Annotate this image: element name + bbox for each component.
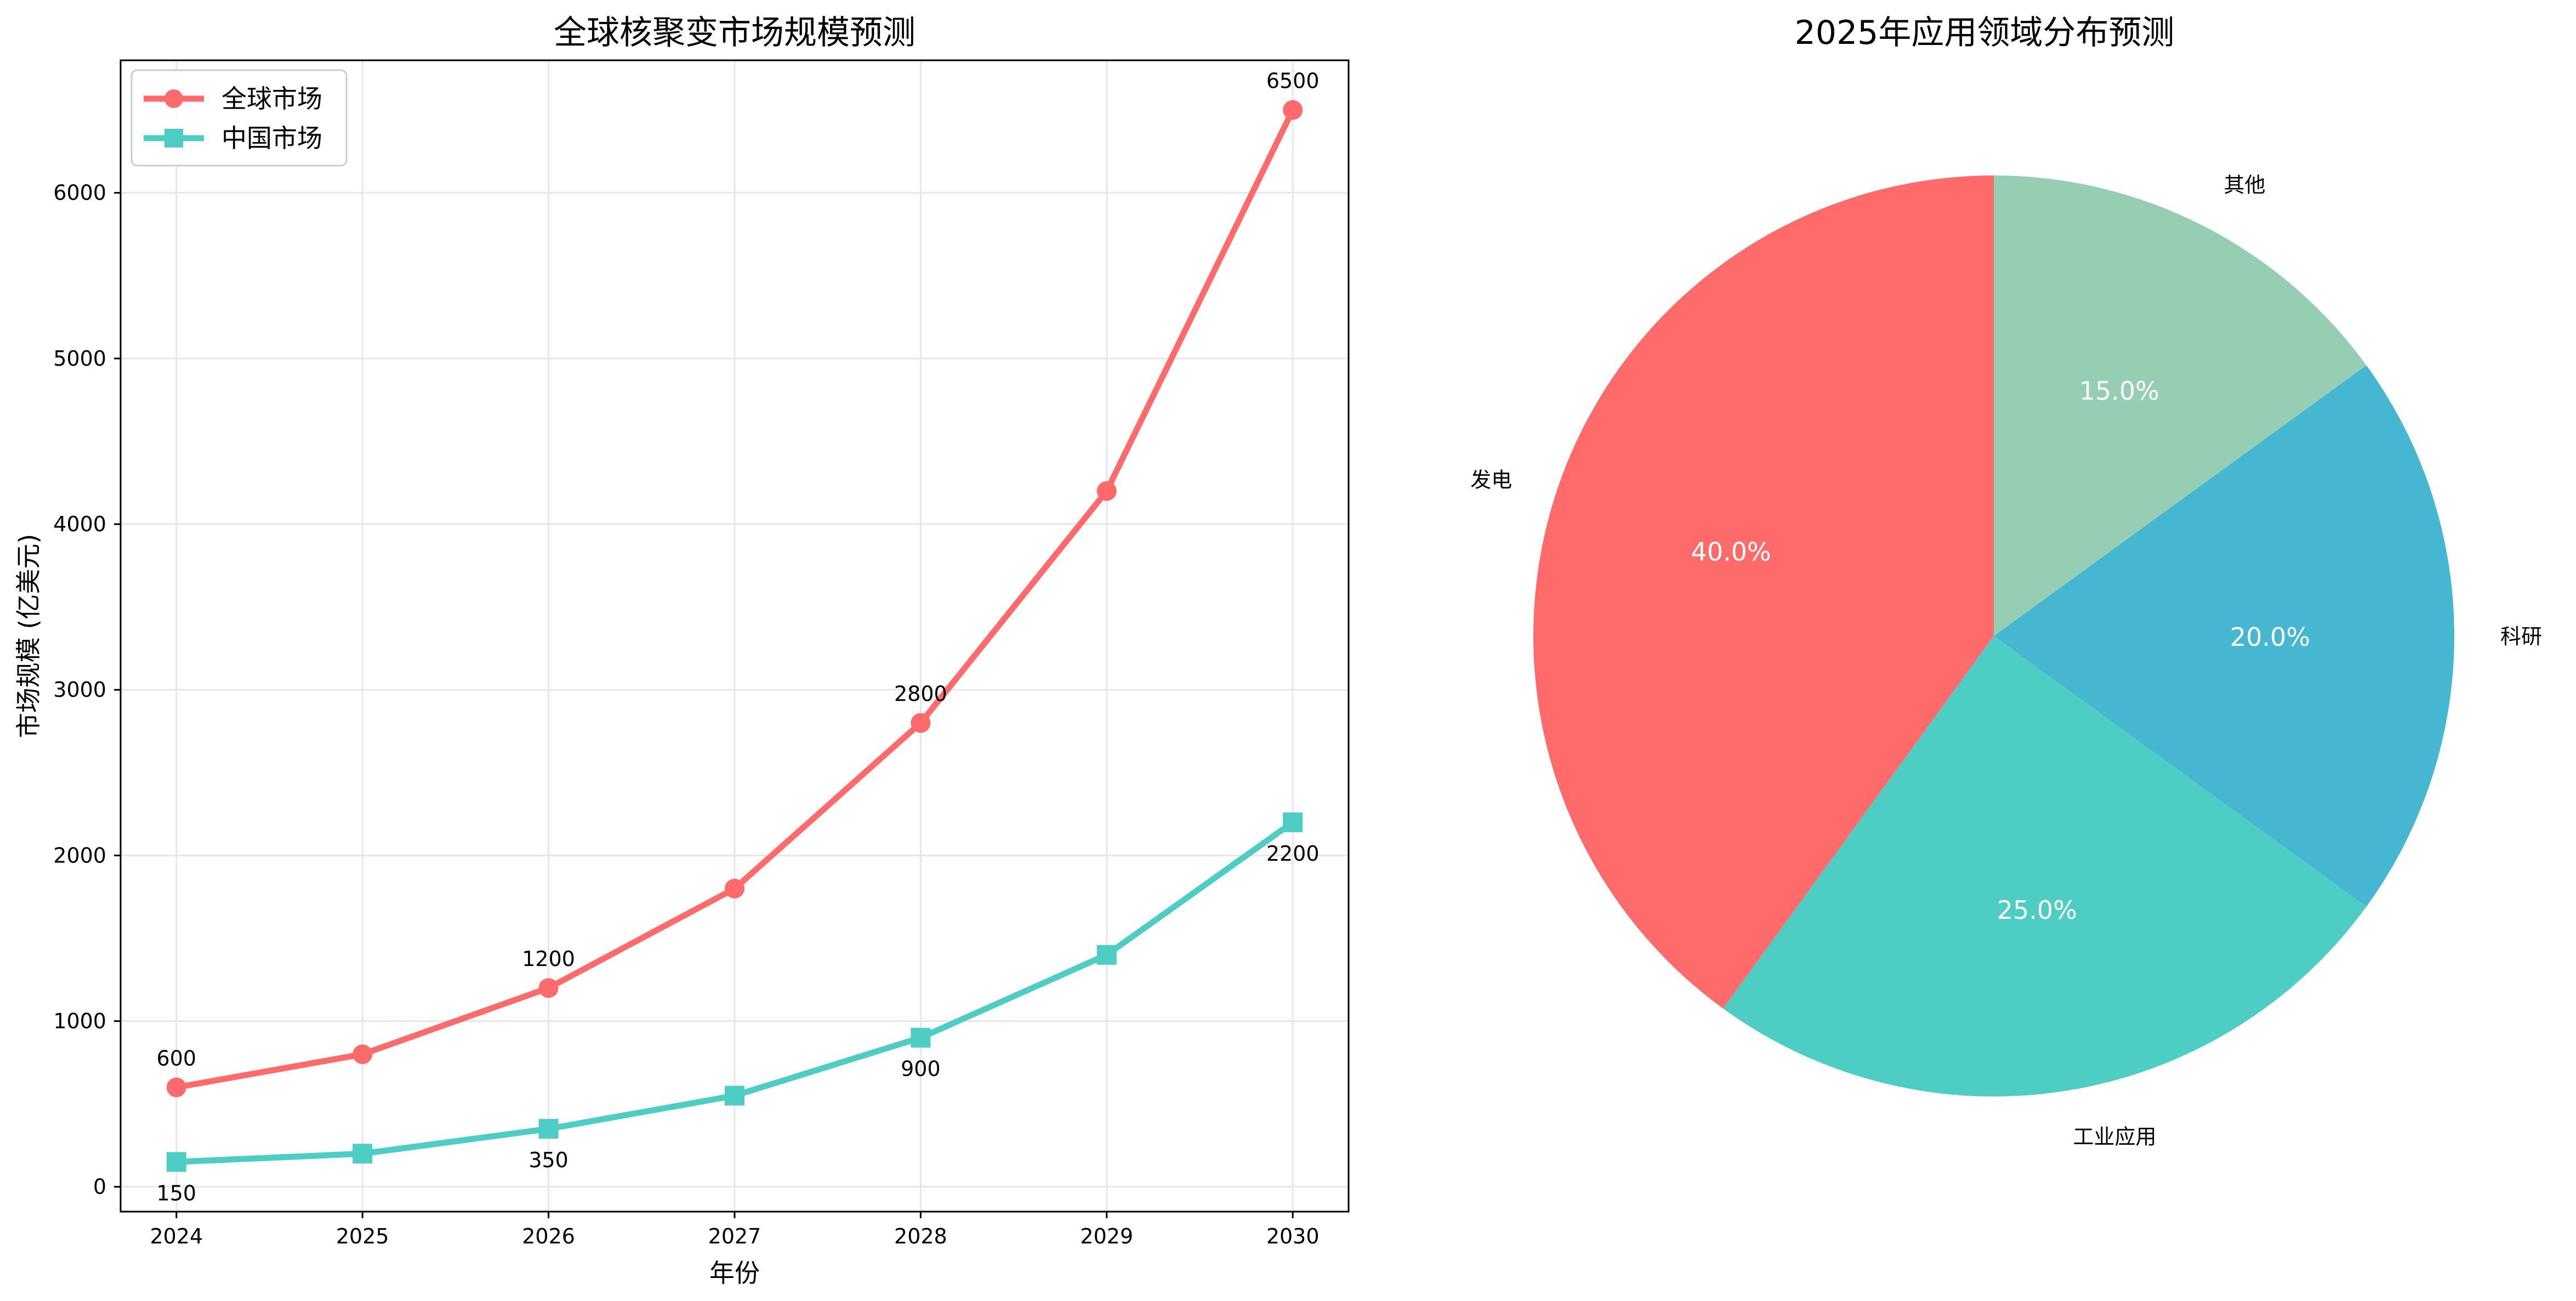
y-tick-label: 1000 (53, 1009, 106, 1033)
data-point (166, 1077, 186, 1098)
x-tick-label: 2025 (336, 1224, 389, 1248)
data-point (1283, 812, 1303, 832)
y-tick-label: 3000 (53, 678, 106, 702)
y-tick-label: 6000 (53, 181, 106, 205)
x-tick-label: 2028 (894, 1224, 947, 1248)
pie-pct-label: 40.0% (1691, 537, 1771, 566)
x-tick-label: 2030 (1266, 1224, 1320, 1248)
data-point (166, 1152, 186, 1172)
data-label: 6500 (1266, 69, 1320, 93)
data-point (538, 1118, 559, 1139)
pie-slices (1533, 175, 2454, 1097)
axis-ticks: 2024 2025 2026 2027 2028 2029 2030 0 1000 2000 300… (53, 181, 1319, 1248)
pie-category-label: 发电 (1470, 468, 1512, 492)
pie-pct-label: 15.0% (2079, 376, 2159, 406)
data-label: 2800 (894, 682, 947, 706)
line-chart-title: 全球核聚变市场规模预测 (554, 14, 915, 52)
x-axis-label: 年份 (709, 1258, 760, 1288)
pie-category-label: 其他 (2224, 173, 2265, 197)
x-tick-label: 2024 (150, 1224, 203, 1248)
series-group (166, 100, 1303, 1172)
legend-label: 全球市场 (221, 84, 322, 113)
pie-slice (1723, 636, 2367, 1097)
data-point (911, 1027, 931, 1048)
grid (121, 60, 1349, 1212)
data-point (1096, 481, 1117, 501)
data-label: 1200 (522, 947, 575, 971)
data-label: 2200 (1266, 842, 1320, 866)
pie-slice (1994, 175, 2367, 636)
pie-chart-title: 2025年应用领域分布预测 (1795, 14, 2175, 52)
y-tick-label: 2000 (53, 843, 106, 867)
y-tick-label: 5000 (53, 346, 106, 371)
legend-entry-china: 中国市场 (144, 123, 322, 153)
y-axis-label: 市场规模 (亿美元) (14, 534, 43, 738)
data-point (352, 1044, 373, 1064)
pie-chart: 2025年应用领域分布预测 40.0% 发电 25.0% 工业应用 20.0% 科研 15.… (1470, 14, 2542, 1149)
data-label: 600 (157, 1046, 197, 1070)
data-point (911, 713, 931, 733)
data-point (1096, 945, 1117, 965)
data-point (725, 878, 744, 899)
legend-marker-circle (164, 89, 183, 108)
x-tick-label: 2027 (708, 1224, 761, 1248)
pie-category-label: 工业应用 (2073, 1125, 2157, 1149)
x-tick-label: 2029 (1080, 1224, 1133, 1248)
pie-labels: 40.0% 发电 25.0% 工业应用 20.0% 科研 15.0% 其他 (1470, 173, 2542, 1149)
data-point (352, 1144, 373, 1164)
pie-pct-label: 20.0% (2230, 622, 2310, 652)
legend-frame (130, 69, 348, 167)
pie-slice (1533, 175, 1994, 1009)
legend-label: 中国市场 (221, 123, 322, 153)
data-point (725, 1086, 744, 1106)
legend: 全球市场 中国市场 (130, 69, 348, 167)
data-label: 900 (901, 1057, 941, 1081)
legend-entry-global: 全球市场 (144, 84, 322, 113)
data-point (538, 978, 559, 998)
data-point (1283, 100, 1303, 120)
data-label: 350 (528, 1148, 568, 1172)
pie-pct-label: 25.0% (1997, 895, 2077, 925)
y-tick-label: 4000 (53, 512, 106, 536)
x-tick-label: 2026 (522, 1224, 575, 1248)
data-labels: 600 1200 2800 6500 150 350 900 2200 (157, 69, 1320, 1206)
pie-slice (1994, 365, 2454, 907)
y-tick-label: 0 (93, 1175, 106, 1199)
legend-marker-square (164, 129, 183, 147)
line-chart: 2024 2025 2026 2027 2028 2029 2030 0 1000 2000 300… (14, 14, 1350, 1288)
data-label: 150 (157, 1181, 197, 1205)
pie-category-label: 科研 (2500, 624, 2542, 649)
